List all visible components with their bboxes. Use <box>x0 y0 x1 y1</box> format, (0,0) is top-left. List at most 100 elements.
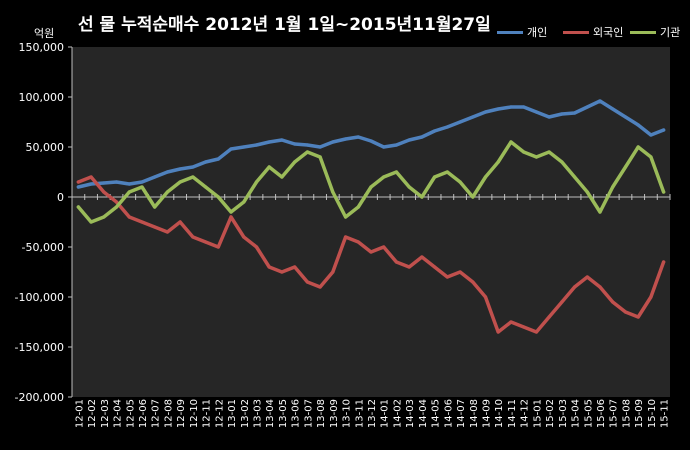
legend-label-foreign: 외국인 <box>593 26 624 39</box>
y-tick-label: 50,000 <box>26 141 65 154</box>
data-point <box>433 175 437 179</box>
data-point <box>585 190 589 194</box>
data-point <box>394 143 399 147</box>
data-point <box>407 185 411 189</box>
data-point <box>343 215 348 219</box>
data-point <box>76 180 80 184</box>
x-tick-label: 13-12 <box>367 399 378 428</box>
x-tick-label: 14-08 <box>469 399 480 428</box>
x-tick-label: 13-09 <box>329 399 340 428</box>
y-tick-label: -200,000 <box>15 391 64 404</box>
data-point <box>598 99 602 103</box>
data-point <box>611 300 615 304</box>
x-tick-label: 14-07 <box>456 399 467 428</box>
data-point <box>102 181 106 185</box>
legend-swatch-institution <box>630 30 656 34</box>
data-point <box>407 138 411 142</box>
data-point <box>191 165 195 169</box>
data-point <box>572 285 577 289</box>
data-point <box>89 175 93 179</box>
data-point <box>140 180 144 184</box>
data-point <box>305 150 309 154</box>
x-tick-label: 14-06 <box>443 399 454 428</box>
legend-item-institution: 기관 <box>630 24 680 40</box>
data-point <box>522 105 526 109</box>
data-point <box>293 142 297 146</box>
data-point <box>483 110 488 114</box>
data-point <box>127 215 131 219</box>
data-point <box>382 245 386 249</box>
x-tick-label: 13-11 <box>354 399 365 428</box>
data-point <box>471 280 475 284</box>
y-tick-label: 150,000 <box>19 41 65 54</box>
x-tick-label: 12-07 <box>151 399 162 428</box>
legend-label-institution: 기관 <box>660 26 681 39</box>
data-point <box>509 105 513 109</box>
data-point <box>496 160 500 164</box>
data-point <box>280 175 284 179</box>
data-point <box>267 165 271 169</box>
data-point <box>356 135 360 139</box>
legend-swatch-foreign <box>563 30 589 34</box>
data-point <box>229 215 233 219</box>
data-point <box>369 139 373 143</box>
x-tick-label: 12-08 <box>163 399 174 428</box>
legend-item-individual: 개인 <box>497 24 547 40</box>
data-point <box>458 180 462 184</box>
data-point <box>534 110 539 114</box>
x-tick-label: 15-02 <box>545 399 556 428</box>
data-point <box>305 280 309 284</box>
data-point <box>203 185 208 189</box>
data-point <box>102 190 106 194</box>
x-tick-label: 12-09 <box>176 399 187 428</box>
data-point <box>369 250 373 254</box>
data-point <box>305 143 309 147</box>
x-tick-label: 12-11 <box>202 399 213 428</box>
data-point <box>611 185 615 189</box>
x-tick-label: 12-10 <box>189 399 200 428</box>
y-tick-label: -100,000 <box>15 291 64 304</box>
data-point <box>102 215 106 219</box>
data-point <box>572 175 577 179</box>
data-point <box>458 270 462 274</box>
data-point <box>649 295 653 299</box>
data-point <box>560 300 564 304</box>
y-tick-label: -150,000 <box>15 341 64 354</box>
data-point <box>662 128 666 132</box>
data-point <box>76 205 80 209</box>
x-tick-label: 12-01 <box>74 399 85 428</box>
data-point <box>382 175 386 179</box>
data-point <box>343 235 348 239</box>
x-tick-label: 15-01 <box>532 399 543 428</box>
data-point <box>280 270 284 274</box>
data-point <box>165 190 170 194</box>
data-point <box>522 150 526 154</box>
data-point <box>649 155 653 159</box>
data-point <box>662 260 666 264</box>
data-point <box>382 145 386 149</box>
x-tick-label: 15-08 <box>621 399 632 428</box>
data-point <box>636 123 640 127</box>
y-tick-label: 0 <box>57 191 64 204</box>
data-point <box>445 170 449 174</box>
data-point <box>191 175 195 179</box>
data-point <box>153 225 157 229</box>
data-point <box>662 190 666 194</box>
data-point <box>229 210 233 214</box>
x-tick-label: 15-05 <box>583 399 594 428</box>
data-point <box>203 160 208 164</box>
x-tick-label: 14-12 <box>520 399 531 428</box>
x-tick-label: 12-03 <box>100 399 111 428</box>
data-point <box>254 180 259 184</box>
x-tick-label: 13-03 <box>252 399 263 428</box>
x-tick-label: 15-04 <box>571 399 582 428</box>
data-point <box>293 160 297 164</box>
data-point <box>191 235 195 239</box>
data-point <box>343 137 348 141</box>
data-point <box>547 150 551 154</box>
legend-label-individual: 개인 <box>527 26 548 39</box>
x-tick-label: 13-06 <box>291 399 302 428</box>
y-axis-unit-label: 억원 <box>34 27 55 40</box>
data-point <box>153 205 157 209</box>
data-point <box>433 129 437 133</box>
